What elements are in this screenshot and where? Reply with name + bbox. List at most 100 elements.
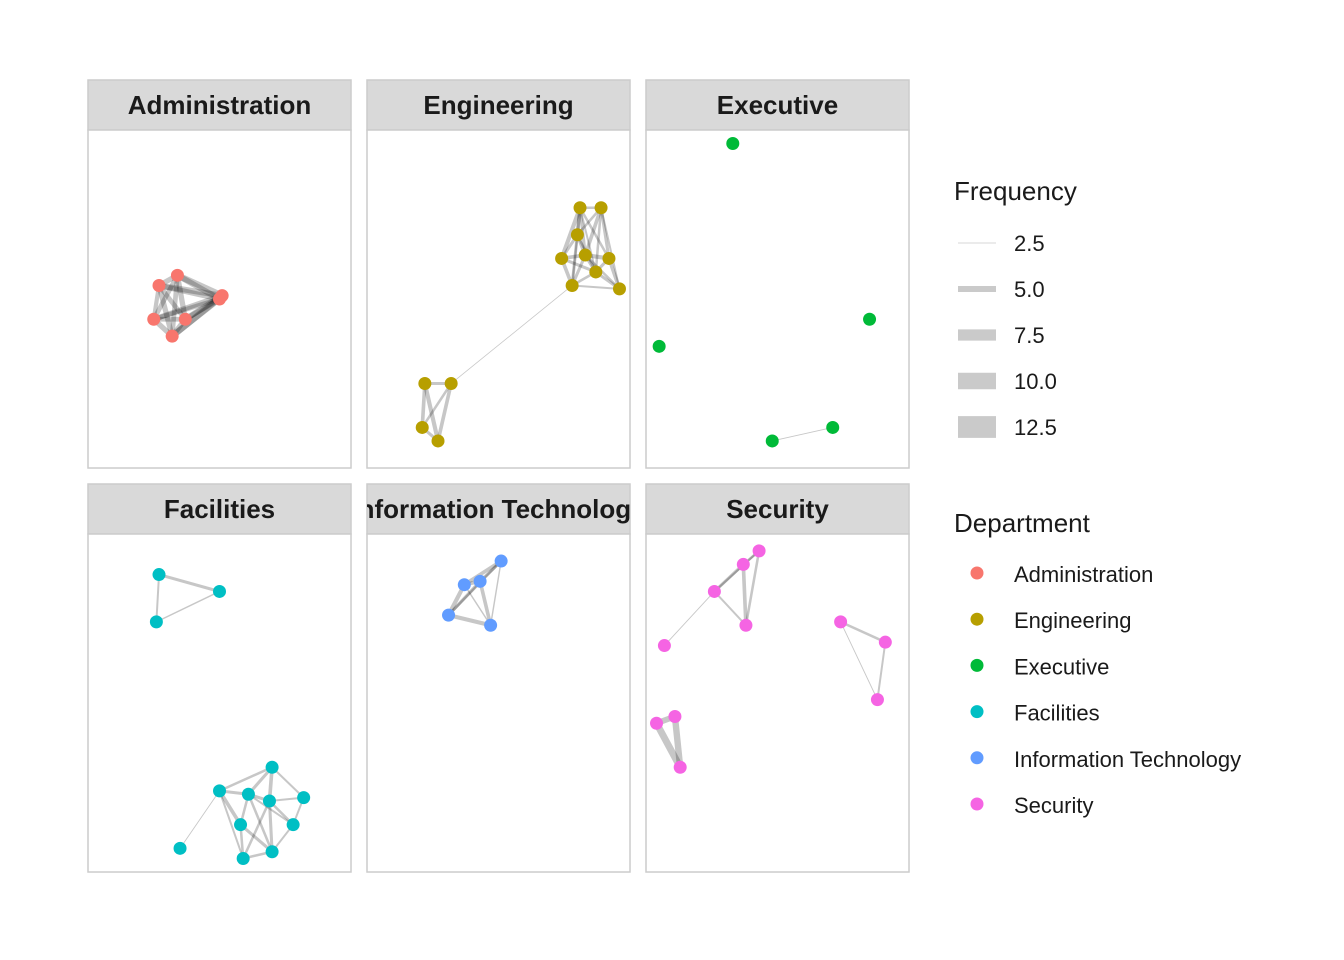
edge [839,620,887,644]
node [152,568,166,582]
edge [840,621,878,701]
node [213,292,226,306]
node [431,434,445,448]
node [668,710,682,724]
edge [663,591,715,646]
node [589,265,603,279]
node [415,420,429,434]
node [726,137,740,151]
edge [450,285,573,384]
department-label-information-technology: Information Technology [1014,747,1241,772]
edge [571,233,579,287]
node [152,278,166,292]
node [878,635,892,649]
department-legend-title: Department [954,508,1091,538]
node [834,615,848,629]
node [870,693,884,707]
edge [157,573,222,594]
frequency-legend-title: Frequency [954,176,1077,206]
panel-engineering: Engineering [366,79,631,469]
edge [583,205,603,257]
department-key-engineering [970,612,984,626]
frequency-label-3: 10.0 [1014,369,1057,394]
edge [182,296,223,322]
edge [218,765,274,793]
edge [579,206,597,273]
strip-title-information-technology: Information Technology [351,494,646,524]
edge [168,292,226,340]
strip-administration [87,79,352,131]
plot-area-engineering [366,129,631,469]
edge [570,206,582,288]
frequency-legend: Frequency 2.5 5.0 7.5 10.0 12.5 [954,176,1077,450]
strip-title-facilities: Facilities [164,494,275,524]
node [234,818,248,832]
node [555,251,569,265]
department-label-security: Security [1014,793,1093,818]
node [657,639,671,653]
node [178,312,192,326]
panel-executive: Executive [645,79,910,469]
edge [247,792,274,853]
node [297,791,311,805]
edge [218,789,245,860]
edge [156,283,188,322]
edge [156,282,226,299]
node [457,578,471,592]
edge [436,381,453,443]
strip-facilities [87,483,352,535]
node [484,618,498,632]
edge [463,583,492,626]
strip-title-administration: Administration [128,90,311,120]
edge [247,793,295,826]
edge [174,272,226,299]
department-label-executive: Executive [1014,654,1109,679]
node [170,268,184,282]
edge [446,579,482,617]
node [594,201,608,215]
node [236,851,250,865]
edge [267,799,274,854]
panel-security: Security [645,483,910,873]
department-key-administration [970,566,984,580]
edge [179,790,220,849]
edge [151,296,222,322]
frequency-label-1: 5.0 [1014,277,1045,302]
edge [712,562,745,594]
edge [744,549,761,627]
node [739,618,753,632]
node [602,251,616,265]
node [444,377,458,390]
edge [771,426,834,442]
department-key-security [970,797,984,811]
panel-facilities: Facilities [87,483,352,873]
edge [155,573,161,623]
node [149,615,163,629]
edge [653,719,684,771]
node [826,420,840,434]
strip-title-engineering: Engineering [423,90,573,120]
edge [571,284,621,290]
edge [238,823,274,854]
node [418,377,432,390]
edge [489,560,502,626]
node [213,584,226,598]
edge [155,590,221,623]
department-key-facilities [970,705,984,719]
node [650,716,664,730]
strip-information-technology [366,483,631,535]
node [765,434,779,448]
edge [578,206,611,260]
edge [151,272,180,322]
node [473,574,487,588]
edge [713,590,747,627]
panel-information-technology: Information Technology [351,483,646,873]
node [265,760,279,774]
edge [594,206,603,274]
node [147,312,161,326]
plot-area-executive [645,129,910,469]
edge [559,205,583,261]
edge [876,641,887,701]
plot-area-facilities [87,533,352,873]
department-label-administration: Administration [1014,562,1153,587]
